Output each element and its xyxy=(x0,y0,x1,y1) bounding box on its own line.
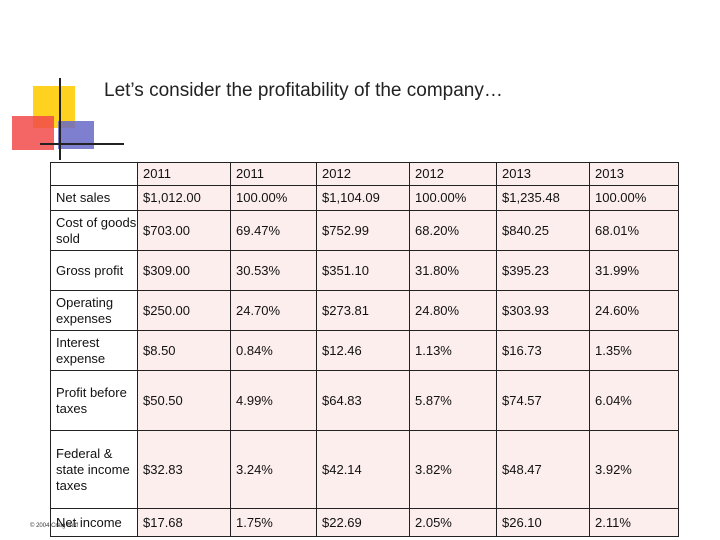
dollar-value-cell: $752.99 xyxy=(316,210,410,251)
dollar-value-cell: $273.81 xyxy=(316,290,410,331)
percent-value-cell: 24.80% xyxy=(409,290,497,331)
profitability-table-container: 2011 2011 2012 2012 2013 2013 Net sales $… xyxy=(50,162,679,537)
percent-value-cell: 2.11% xyxy=(589,508,679,537)
year-header: 2011 xyxy=(230,162,317,186)
dollar-value-cell: $32.83 xyxy=(137,430,231,509)
year-header: 2013 xyxy=(496,162,590,186)
percent-value-cell: 24.60% xyxy=(589,290,679,331)
percent-value-cell: 2.05% xyxy=(409,508,497,537)
dollar-value-cell: $703.00 xyxy=(137,210,231,251)
dollar-value-cell: $16.73 xyxy=(496,330,590,371)
percent-value-cell: 100.00% xyxy=(409,185,497,211)
table-row: Gross profit $309.00 30.53% $351.10 31.80% $3… xyxy=(50,250,679,291)
percent-value-cell: 31.80% xyxy=(409,250,497,291)
percent-value-cell: 3.92% xyxy=(589,430,679,509)
dollar-value-cell: $64.83 xyxy=(316,370,410,431)
dollar-value-cell: $42.14 xyxy=(316,430,410,509)
row-label: Interest expense xyxy=(50,330,138,371)
dollar-value-cell: $48.47 xyxy=(496,430,590,509)
row-label: Federal & state income taxes xyxy=(50,430,138,509)
dollar-value-cell: $395.23 xyxy=(496,250,590,291)
percent-value-cell: 30.53% xyxy=(230,250,317,291)
dollar-value-cell: $309.00 xyxy=(137,250,231,291)
decorative-horizontal-line xyxy=(40,143,124,145)
header-corner-cell xyxy=(50,162,138,186)
dollar-value-cell: $303.93 xyxy=(496,290,590,331)
percent-value-cell: 6.04% xyxy=(589,370,679,431)
dollar-value-cell: $17.68 xyxy=(137,508,231,537)
table-row: Cost of goods sold $703.00 69.47% $752.99 68… xyxy=(50,210,679,251)
year-header: 2013 xyxy=(589,162,679,186)
percent-value-cell: 68.20% xyxy=(409,210,497,251)
percent-value-cell: 24.70% xyxy=(230,290,317,331)
year-header: 2011 xyxy=(137,162,231,186)
percent-value-cell: 3.82% xyxy=(409,430,497,509)
dollar-value-cell: $1,104.09 xyxy=(316,185,410,211)
table-row: Federal & state income taxes $32.83 3.24% $… xyxy=(50,430,679,509)
percent-value-cell: 69.47% xyxy=(230,210,317,251)
dollar-value-cell: $8.50 xyxy=(137,330,231,371)
table-row: Interest expense $8.50 0.84% $12.46 1.13% $16… xyxy=(50,330,679,371)
dollar-value-cell: $22.69 xyxy=(316,508,410,537)
dollar-value-cell: $26.10 xyxy=(496,508,590,537)
dollar-value-cell: $250.00 xyxy=(137,290,231,331)
table-row: Profit before taxes $50.50 4.99% $64.83 5.87… xyxy=(50,370,679,431)
table-row: Net sales $1,012.00 100.00% $1,104.09 100.00… xyxy=(50,185,679,211)
percent-value-cell: 31.99% xyxy=(589,250,679,291)
percent-value-cell: 5.87% xyxy=(409,370,497,431)
row-label: Profit before taxes xyxy=(50,370,138,431)
copyright-notice: © 2004 Craig Ruff xyxy=(30,523,79,529)
header-row: 2011 2011 2012 2012 2013 2013 xyxy=(50,162,679,186)
percent-value-cell: 4.99% xyxy=(230,370,317,431)
slide-title: Let’s consider the profitability of the … xyxy=(104,80,503,101)
percent-value-cell: 100.00% xyxy=(589,185,679,211)
dollar-value-cell: $74.57 xyxy=(496,370,590,431)
percent-value-cell: 100.00% xyxy=(230,185,317,211)
year-header: 2012 xyxy=(409,162,497,186)
dollar-value-cell: $50.50 xyxy=(137,370,231,431)
percent-value-cell: 3.24% xyxy=(230,430,317,509)
dollar-value-cell: $840.25 xyxy=(496,210,590,251)
row-label: Cost of goods sold xyxy=(50,210,138,251)
table-row: Operating expenses $250.00 24.70% $273.81 24… xyxy=(50,290,679,331)
percent-value-cell: 1.35% xyxy=(589,330,679,371)
row-label: Operating expenses xyxy=(50,290,138,331)
year-header: 2012 xyxy=(316,162,410,186)
row-label: Gross profit xyxy=(50,250,138,291)
table-row: Net income $17.68 1.75% $22.69 2.05% $26.10 2.… xyxy=(50,508,679,537)
dollar-value-cell: $1,235.48 xyxy=(496,185,590,211)
percent-value-cell: 0.84% xyxy=(230,330,317,371)
percent-value-cell: 1.13% xyxy=(409,330,497,371)
percent-value-cell: 68.01% xyxy=(589,210,679,251)
profitability-table: 2011 2011 2012 2012 2013 2013 Net sales $… xyxy=(50,162,679,537)
dollar-value-cell: $1,012.00 xyxy=(137,185,231,211)
dollar-value-cell: $351.10 xyxy=(316,250,410,291)
row-label: Net sales xyxy=(50,185,138,211)
decorative-vertical-line xyxy=(59,78,61,160)
dollar-value-cell: $12.46 xyxy=(316,330,410,371)
percent-value-cell: 1.75% xyxy=(230,508,317,537)
